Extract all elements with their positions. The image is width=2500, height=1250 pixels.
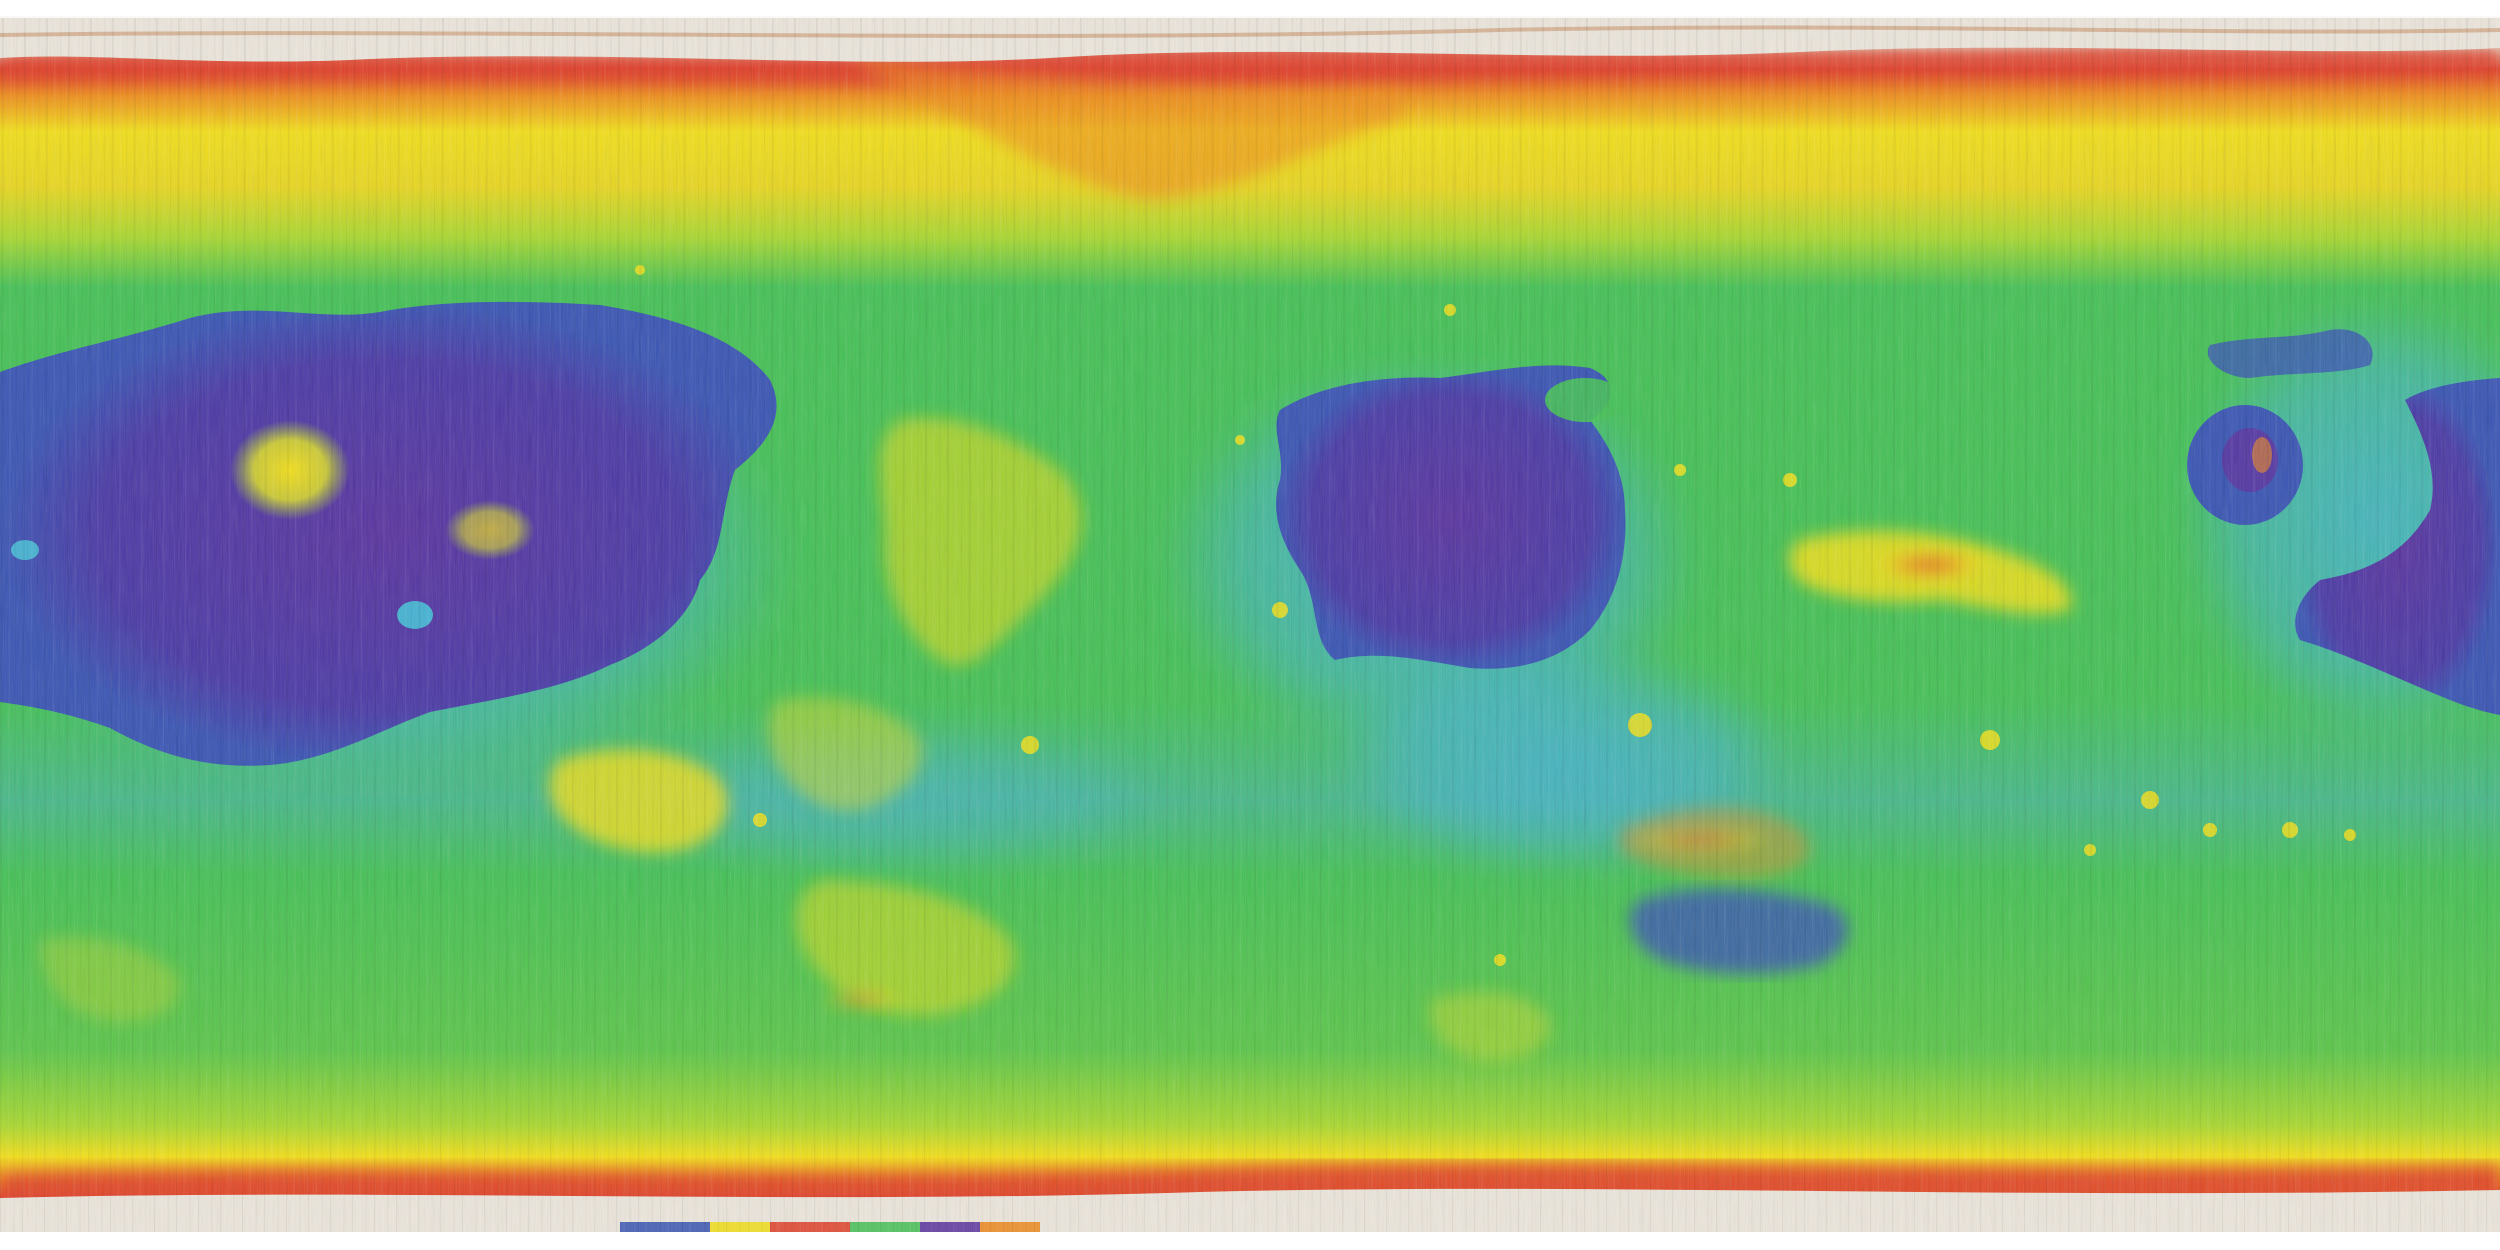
- grain-overlay: [0, 18, 2500, 1232]
